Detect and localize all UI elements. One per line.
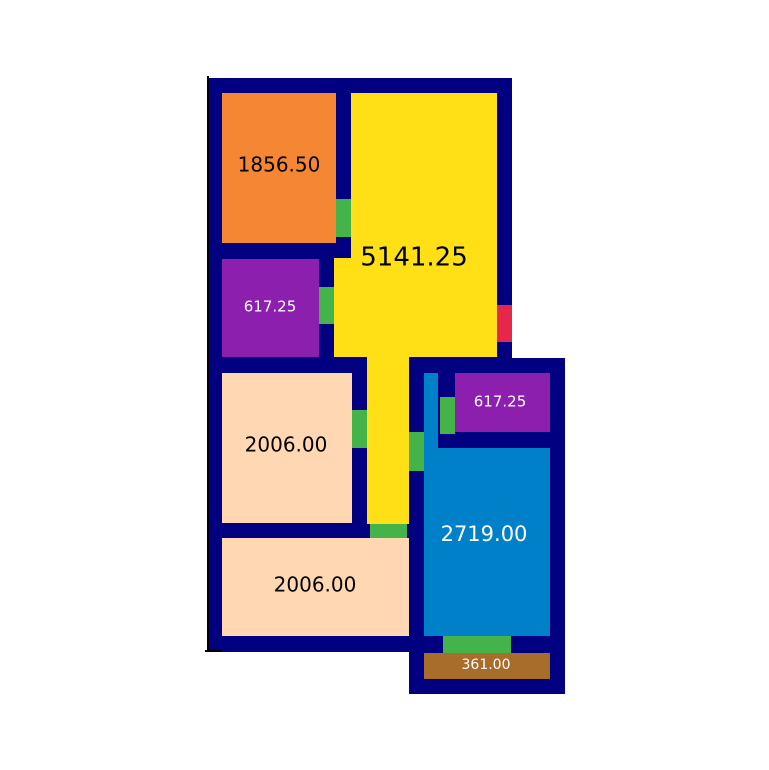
room-area-label: 1856.50 bbox=[238, 153, 321, 177]
room-area-label: 2006.00 bbox=[274, 573, 357, 597]
rooms bbox=[222, 93, 550, 679]
door-entrance[interactable] bbox=[497, 305, 512, 342]
room-bathroom-west[interactable] bbox=[222, 259, 319, 357]
door-bathroom-west[interactable] bbox=[319, 287, 334, 324]
doors bbox=[319, 199, 512, 653]
door-bathroom-east[interactable] bbox=[440, 397, 455, 434]
door-bedroom-west[interactable] bbox=[352, 410, 367, 448]
door-kitchen[interactable] bbox=[409, 432, 424, 471]
room-bedroom-west[interactable] bbox=[222, 373, 352, 523]
door-bedroom-northwest[interactable] bbox=[336, 199, 351, 237]
room-bedroom-south[interactable] bbox=[222, 538, 409, 636]
room-bedroom-northwest[interactable] bbox=[222, 93, 336, 243]
room-balcony[interactable] bbox=[424, 653, 550, 679]
room-living-room[interactable] bbox=[334, 93, 497, 524]
door-bedroom-south[interactable] bbox=[370, 524, 407, 538]
room-area-label: 5141.25 bbox=[360, 243, 468, 273]
room-area-label: 617.25 bbox=[474, 393, 527, 411]
room-area-label: 361.00 bbox=[462, 657, 511, 673]
room-kitchen[interactable] bbox=[424, 373, 550, 636]
room-area-label: 2719.00 bbox=[441, 522, 528, 546]
room-area-label: 617.25 bbox=[244, 298, 297, 316]
door-balcony[interactable] bbox=[443, 636, 511, 653]
area-labels: 1856.50 5141.25 617.25 2006.00 2006.00 6… bbox=[238, 153, 528, 674]
room-bathroom-east[interactable] bbox=[455, 373, 550, 432]
room-area-label: 2006.00 bbox=[245, 433, 328, 457]
